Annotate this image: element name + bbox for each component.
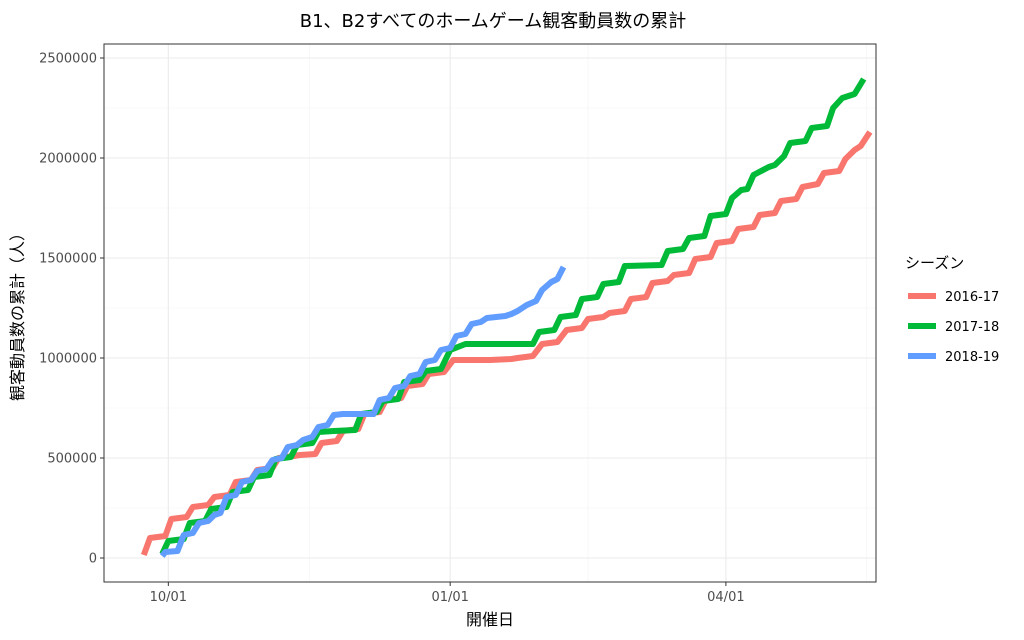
- legend: シーズン 2016-17 2017-18 2018-19: [905, 254, 999, 365]
- legend-label-2016-17: 2016-17: [945, 290, 999, 305]
- y-tick-label: 2500000: [39, 52, 97, 67]
- y-tick-label: 0: [89, 552, 97, 567]
- plot-border: [103, 43, 877, 583]
- legend-label-2018-19: 2018-19: [945, 350, 999, 365]
- plot-panel: [104, 44, 876, 582]
- y-axis: 0 500000 1000000 1500000 2000000 2500000: [39, 52, 104, 567]
- x-axis-title: 開催日: [466, 610, 514, 629]
- chart-title: B1、B2すべてのホームゲーム観客動員数の累計: [300, 11, 687, 32]
- series-layer: [140, 77, 873, 558]
- x-tick-label: 01/01: [431, 590, 468, 605]
- series-line-2018-19: [159, 265, 567, 558]
- y-axis-title: 観客動員数の累計（人）: [8, 225, 27, 401]
- x-tick-label: 10/01: [150, 590, 187, 605]
- x-axis: 10/01 01/01 04/01: [150, 582, 745, 605]
- series-line-2017-18: [159, 77, 867, 556]
- y-tick-label: 500000: [47, 452, 97, 467]
- x-tick-label: 04/01: [707, 590, 744, 605]
- grid: [104, 44, 876, 582]
- legend-label-2017-18: 2017-18: [945, 320, 999, 335]
- legend-title: シーズン: [905, 254, 964, 272]
- y-tick-label: 1000000: [39, 352, 97, 367]
- y-tick-label: 2000000: [39, 152, 97, 167]
- y-tick-label: 1500000: [39, 252, 97, 267]
